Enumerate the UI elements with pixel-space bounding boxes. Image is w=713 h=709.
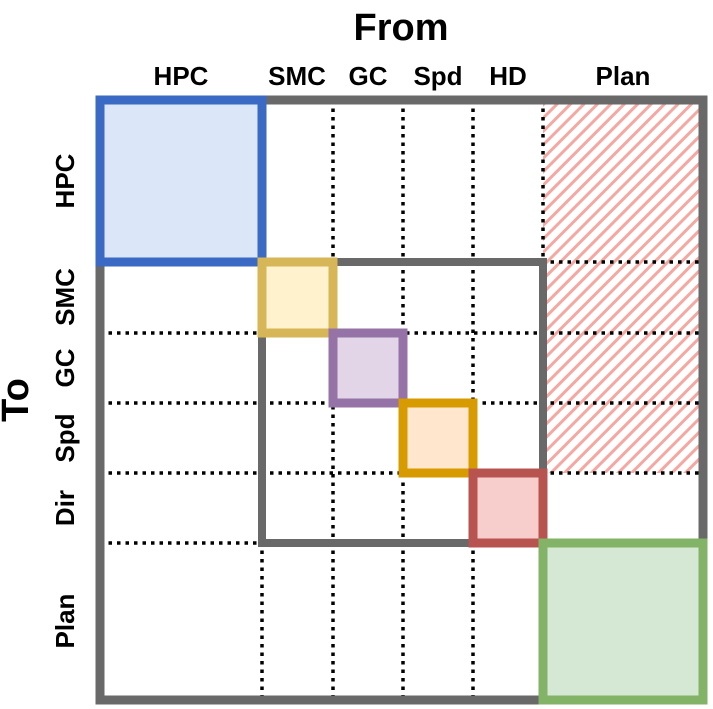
from-label-smc: SMC: [268, 61, 326, 91]
block-plan-to-plan: [538, 538, 708, 705]
to-axis-labels: HPC SMC GC Spd Dir Plan: [50, 153, 80, 648]
from-label-hpc: HPC: [154, 61, 209, 91]
block-gc-to-gc: [328, 328, 408, 408]
to-label-spd: Spd: [50, 413, 80, 462]
to-label-dir: Dir: [50, 490, 80, 526]
from-label-spd: Spd: [413, 61, 462, 91]
hatched-region-from-plan: [543, 100, 703, 473]
from-label-gc: GC: [349, 61, 388, 91]
from-axis-title: From: [354, 7, 449, 49]
outer-grid-border: [95, 95, 708, 705]
block-spd-to-spd: [398, 398, 478, 478]
inner-group-border: [258, 258, 547, 547]
from-label-plan: Plan: [596, 61, 651, 91]
to-label-plan: Plan: [50, 594, 80, 649]
from-label-hd: HD: [489, 61, 527, 91]
block-smc-to-smc: [257, 257, 338, 338]
block-hpc-to-hpc: [95, 95, 267, 267]
from-axis-labels: HPC SMC GC Spd HD Plan: [154, 61, 651, 91]
to-label-hpc: HPC: [50, 153, 80, 208]
to-label-gc: GC: [50, 348, 80, 387]
to-label-smc: SMC: [50, 268, 80, 326]
to-axis-title: To: [0, 378, 37, 422]
block-hd-to-dir: [468, 468, 548, 548]
